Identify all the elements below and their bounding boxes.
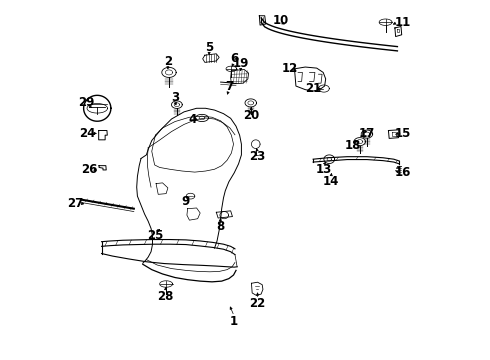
- Text: 15: 15: [394, 127, 411, 140]
- Text: 12: 12: [282, 62, 298, 75]
- Text: 7: 7: [225, 80, 233, 93]
- Text: 14: 14: [323, 175, 339, 188]
- Text: 16: 16: [394, 166, 411, 179]
- Text: 6: 6: [230, 51, 238, 64]
- Text: 20: 20: [244, 109, 260, 122]
- Text: 28: 28: [157, 290, 173, 303]
- Text: 18: 18: [344, 139, 361, 152]
- Text: 5: 5: [205, 41, 213, 54]
- Text: 1: 1: [230, 315, 238, 328]
- Text: 26: 26: [81, 163, 97, 176]
- Text: 13: 13: [316, 163, 332, 176]
- Text: 25: 25: [147, 229, 164, 242]
- Text: 2: 2: [164, 55, 172, 68]
- Text: 19: 19: [233, 57, 249, 70]
- Text: 27: 27: [68, 197, 84, 210]
- Text: 29: 29: [78, 96, 95, 109]
- Text: 10: 10: [273, 14, 289, 27]
- Text: 24: 24: [79, 127, 96, 140]
- Text: 22: 22: [249, 297, 266, 310]
- Text: 21: 21: [305, 82, 321, 95]
- Text: 4: 4: [189, 113, 197, 126]
- Text: 3: 3: [171, 91, 179, 104]
- Text: 23: 23: [249, 150, 266, 163]
- Text: 8: 8: [216, 220, 224, 233]
- Text: 11: 11: [394, 16, 411, 29]
- Text: 9: 9: [182, 195, 190, 208]
- Text: 17: 17: [359, 127, 375, 140]
